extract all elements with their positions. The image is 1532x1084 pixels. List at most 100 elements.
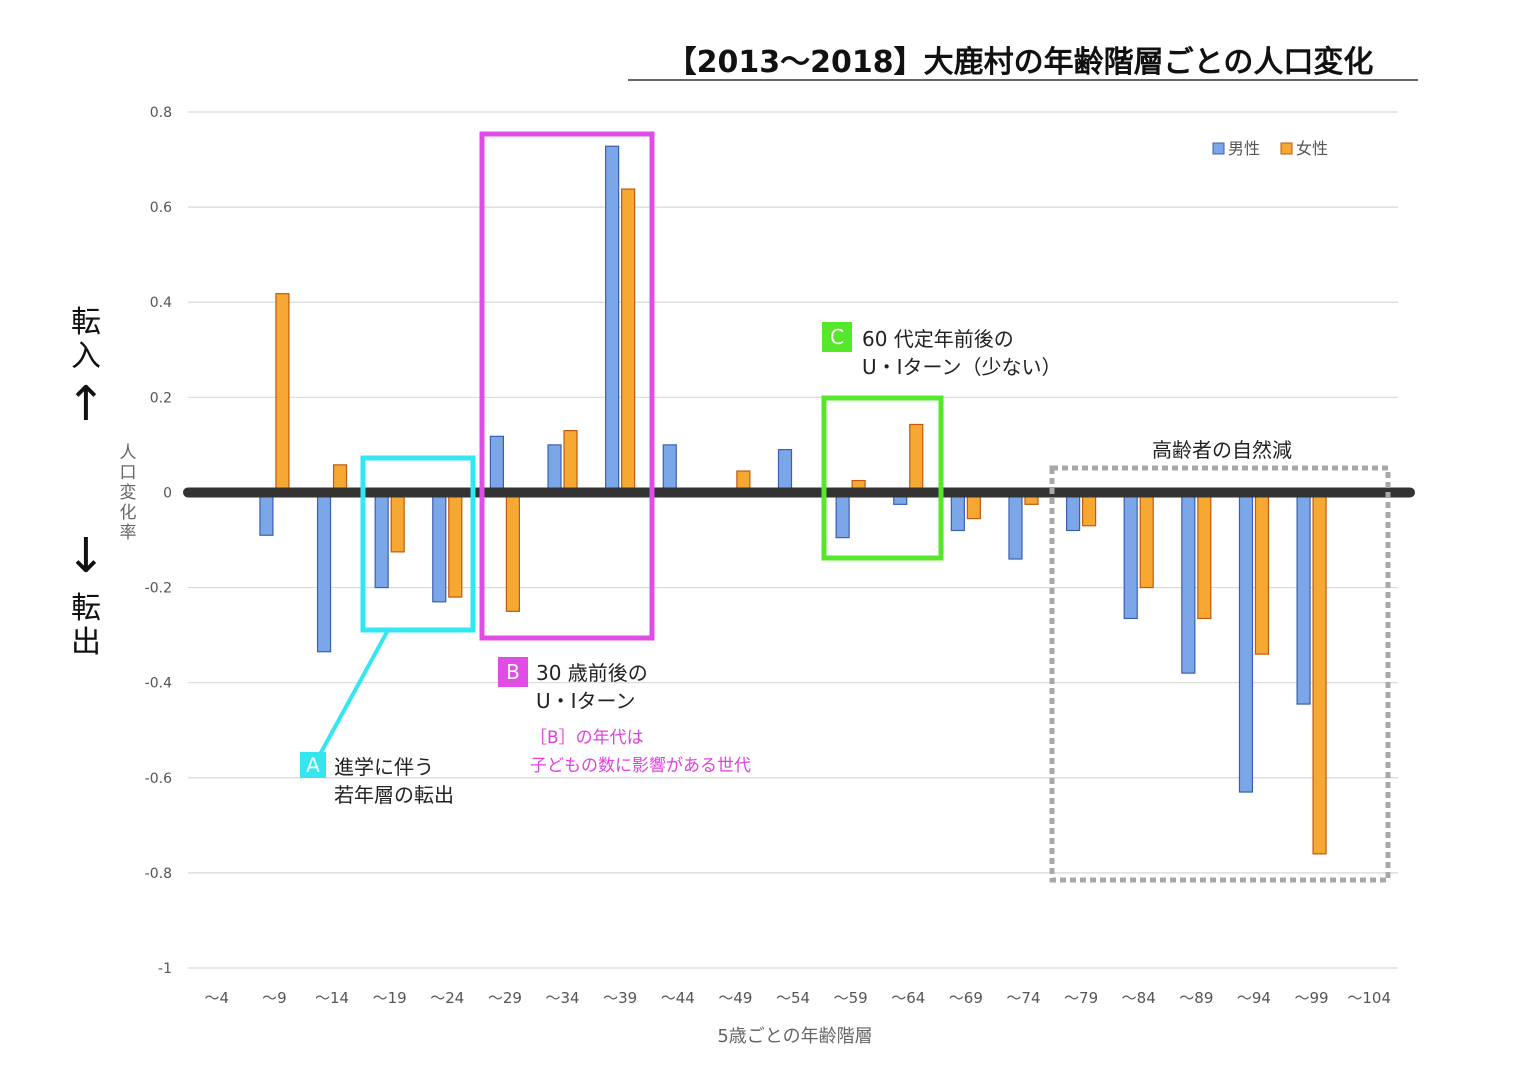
annotation-a: A 進学に伴う 若年層の転出 [300,455,476,807]
y-axis-title-char: 人 [120,443,137,463]
annotation-a-line1: 進学に伴う [334,755,434,779]
x-tick-label: 〜54 [776,989,810,1007]
y-tick-label: 0.2 [150,390,172,406]
up-arrow-icon: ↑ [66,376,106,432]
gridlines [188,111,1398,969]
x-tick-label: 〜74 [1006,989,1040,1007]
y-tick-label: -0.6 [145,771,172,787]
x-tick-label: 〜84 [1122,989,1156,1007]
annotation-b-letter: B [506,660,520,684]
outflow-label: 転出 [71,591,101,660]
bar-male [316,491,332,653]
x-tick-label: 〜69 [949,989,983,1007]
x-tick-label: 〜64 [891,989,925,1007]
y-tick-label: -0.4 [145,676,172,692]
y-axis-title-char: 化 [120,503,137,523]
x-tick-label: 〜4 [205,989,230,1007]
bar-male [835,491,850,539]
y-tick-label: -1 [158,961,172,977]
bar-male [489,435,505,494]
annotation-b-box [479,131,655,641]
annotation-a-box [360,455,476,633]
annotation-b-note2: 子どもの数に影響がある世代 [530,756,751,776]
bar-female [448,491,463,598]
annotation-c-line1: 60 代定年前後の [862,327,1014,351]
bar-female [505,491,521,612]
x-tick-label: 〜59 [834,989,868,1007]
annotation-a-badge [300,752,326,778]
bar-male [547,444,562,494]
bar-female [390,491,405,553]
annotation-a-connector [316,631,389,759]
annotation-c-badge [822,322,852,352]
x-tick-label: 〜29 [488,989,522,1007]
y-tick-label: 0.8 [150,105,172,121]
x-tick-label: 〜104 [1347,989,1391,1007]
bar-male [1238,491,1254,793]
bar-male [662,444,677,494]
y-axis-title-char: 率 [120,523,137,543]
x-tick-label: 〜9 [262,989,287,1007]
x-tick-label: 〜79 [1064,989,1098,1007]
bar-male [777,449,793,494]
bar-male [950,491,965,532]
side-label-char: 転 [71,591,101,626]
down-arrow-icon: ↓ [66,528,106,584]
annotation-b-badge [498,657,528,687]
bar-male [605,145,620,494]
annotation-a-letter: A [306,753,320,777]
x-tick-label: 〜19 [373,989,407,1007]
legend-swatch-male [1212,142,1225,155]
side-label-char: 出 [71,625,101,660]
x-tick-label: 〜44 [661,989,695,1007]
x-tick-label: 〜49 [718,989,752,1007]
x-tick-label: 〜39 [603,989,637,1007]
x-tick-label: 〜89 [1179,989,1213,1007]
y-axis-title-char: 口 [120,463,137,483]
bar-female [1254,491,1270,655]
bar-female [275,293,290,494]
annotation-c-box [821,395,944,561]
x-tick-label: 〜99 [1295,989,1329,1007]
annotation-a-line2: 若年層の転出 [334,783,454,807]
inflow-label: 転入 [71,305,101,374]
bar-male [1065,491,1081,532]
annotation-c-line2: U・Iターン（少ない） [862,355,1062,379]
x-tick-label: 〜94 [1237,989,1271,1007]
annotation-b-note1: ［B］の年代は [530,728,644,748]
bar-female [621,188,636,494]
side-label-char: 入 [71,339,101,374]
annotation-b-line1: 30 歳前後の [536,661,648,685]
x-tick-label: 〜34 [545,989,579,1007]
y-tick-label: 0.6 [150,200,172,216]
y-tick-label: -0.8 [145,866,172,882]
bars [259,145,1327,855]
bar-male [1296,491,1311,705]
bar-male [1123,491,1138,620]
annotation-elderly: 高齢者の自然減 [1049,438,1391,883]
annotation-c: C 60 代定年前後の U・Iターン（少ない） [821,322,1062,561]
chart-title: 【2013〜2018】大鹿村の年齢階層ごとの人口変化 [667,45,1374,80]
y-tick-label: -0.2 [145,581,172,597]
x-tick-labels: 〜4 〜9 〜14 〜19 〜24 〜29 〜34 〜39 〜44 〜49 〜54 〜59 〜64 〜69… [205,989,1391,1007]
legend-label-female: 女性 [1296,139,1328,158]
y-tick-label: 0.4 [150,295,172,311]
y-tick-label: 0 [163,485,172,501]
y-axis-title-char: 変 [120,483,137,503]
legend-swatch-female [1280,142,1293,155]
x-tick-label: 〜14 [315,989,349,1007]
annotation-b-line2: U・Iターン [536,689,636,713]
bar-female [1312,491,1327,855]
bar-male [432,491,447,603]
y-tick-labels: 0.8 0.6 0.4 0.2 0 -0.2 -0.4 -0.6 -0.8 -1 [145,105,172,977]
x-axis-title: 5歳ごとの年齢階層 [717,1026,872,1047]
legend-label-male: 男性 [1228,139,1260,158]
annotation-elderly-label: 高齢者の自然減 [1152,438,1292,462]
bar-male [1008,491,1023,560]
bar-male [1181,491,1196,674]
bar-male [374,491,389,589]
bar-female [1197,491,1212,620]
annotation-b: B 30 歳前後の U・Iターン ［B］の年代は 子どもの数に影響がある世代 [479,131,751,776]
